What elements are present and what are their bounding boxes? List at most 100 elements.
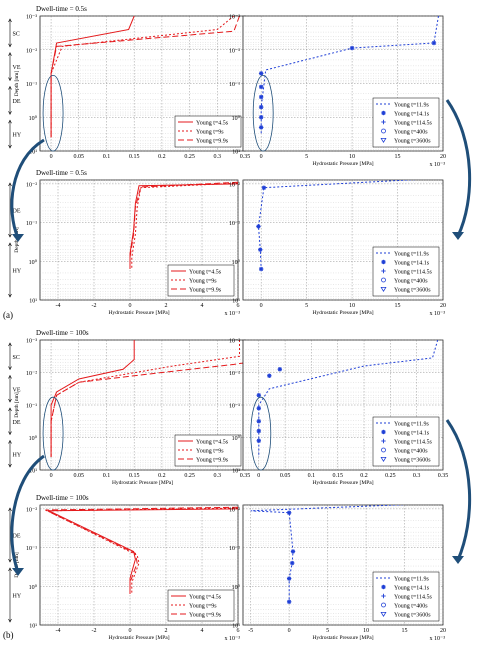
- zone-bracket-arrow-bottom: [8, 43, 12, 48]
- x-exponent: x 10⁻³: [225, 636, 241, 642]
- legend-marker-1-d2: [381, 111, 386, 115]
- series-layer: [50, 340, 245, 457]
- y-tick-label: 10¹: [232, 469, 240, 475]
- chart-title: Dwell-time = 0.5s: [36, 5, 87, 13]
- x-tick-label: -4: [56, 303, 61, 309]
- x-tick-label: 0.25: [184, 154, 195, 160]
- x-tick-label: 20: [440, 303, 446, 309]
- data-point-1-0-d2: [267, 373, 272, 378]
- legend-label-1: Young t=14.1s: [394, 111, 430, 117]
- y-tick-label: 10⁰: [29, 259, 38, 266]
- x-tick-label: 5: [326, 628, 329, 634]
- data-point-1-5-d2: [259, 105, 264, 110]
- chart-b-bottom-left: 10⁻² 10⁻¹ 10⁰ 10¹ -4 -2 0 2 4 6 Dwell-time = 100s H…: [8, 494, 241, 642]
- zone-label-de: DE: [13, 209, 21, 215]
- data-point-1-2: [256, 393, 261, 398]
- zone-bracket-arrow-top: [8, 407, 12, 412]
- series-layer: [50, 16, 240, 138]
- zone-bracket-arrow-top: [8, 182, 12, 187]
- arrow-a-left: [10, 138, 45, 239]
- series-layer: [250, 505, 409, 604]
- legend-marker-2: [381, 119, 386, 125]
- data-point-1-6: [256, 438, 261, 443]
- data-point-1-3: [258, 84, 264, 90]
- data-point-1-4-d2: [287, 599, 292, 604]
- x-tick-label: 0.35: [438, 473, 449, 479]
- legend-box: [372, 416, 440, 467]
- zone-label-hy: HY: [13, 452, 22, 458]
- x-tick-label: 0.05: [280, 473, 291, 479]
- x-tick-label: 0: [260, 154, 263, 160]
- data-point-1-5: [256, 428, 261, 434]
- legend-label-0: Young t=4.5s: [189, 594, 222, 600]
- x-exponent: x 10⁻³: [430, 162, 446, 168]
- legend-label-1: Young t=9s: [196, 129, 224, 135]
- chart-a-bottom-right: 10⁻² 10⁻¹ 10⁰ 10¹ 0 5 10 15 20 Hydrostatic Pressu…: [229, 179, 446, 317]
- data-point-1-1: [256, 224, 261, 229]
- series-line-1: [131, 182, 238, 269]
- data-point-1-4-d2: [259, 95, 264, 99]
- data-point-1-4: [286, 599, 292, 604]
- zone-bracket-arrow-top: [8, 342, 12, 347]
- data-point-1-1-d2: [431, 41, 436, 45]
- x-tick-label: 0.25: [385, 473, 396, 479]
- legend-label-0: Young t=11.9s: [394, 251, 430, 257]
- chart-a-bottom-left: 10⁻² 10⁻¹ 10⁰ 10¹ -4 -2 0 2 4 6 Dwell-time = 0.5s H…: [8, 169, 240, 317]
- highlight-ellipse: [42, 396, 64, 471]
- x-axis-label: Hydrostatic Pressure [MPa]: [108, 635, 169, 641]
- x-tick-label: 0.15: [129, 154, 140, 160]
- legend-label-2: Young t=114.5s: [394, 594, 433, 600]
- data-point-1-1-d2: [256, 224, 261, 229]
- zone-bracket-arrow-bottom: [8, 144, 12, 149]
- data-point-1-6-d2: [259, 115, 264, 120]
- x-exponent: x 10⁻³: [430, 311, 446, 317]
- data-point-1-5: [258, 104, 264, 110]
- data-point-1-0-d2: [287, 510, 292, 515]
- x-tick-label: 0.05: [74, 473, 85, 479]
- x-tick-label: 2: [165, 628, 168, 634]
- legend: Young t=4.5s Young t=9s Young t=9.9s: [167, 589, 235, 622]
- y-tick-label: 10⁰: [232, 435, 241, 442]
- legend: Young t=4.5s Young t=9s Young t=9.9s: [174, 434, 242, 467]
- x-tick-label: 0.1: [103, 473, 111, 479]
- series-line-1: [50, 16, 235, 138]
- data-point-1-2-d2: [256, 393, 261, 398]
- legend: Young t=11.9s Young t=14.1s Young t=114.5s…: [372, 571, 440, 622]
- x-tick-label: 0: [260, 303, 263, 309]
- data-point-1-3-d2: [256, 406, 261, 411]
- zone-bracket-arrow-top: [8, 374, 12, 379]
- x-tick-label: 2: [165, 303, 168, 309]
- y-tick-label: 10¹: [29, 624, 37, 630]
- data-point-1-5-d2: [256, 429, 261, 433]
- y-tick-label: 10⁰: [29, 584, 38, 591]
- legend: Young t=11.9s Young t=14.1s Young t=114.5s…: [372, 246, 440, 297]
- legend-marker-1-d2: [381, 260, 386, 264]
- data-point-1-1: [290, 549, 296, 554]
- data-point-1-2: [258, 71, 264, 76]
- chart-b-top-left: 10⁻³ 10⁻² 10⁻¹ 10⁰ 10¹ 0 0.05 0.1 0.15 0.2 0.25 0.3…: [8, 329, 250, 486]
- legend: Young t=4.5s Young t=9s Young t=9.9s: [174, 115, 242, 148]
- arrow-b-right: [445, 419, 472, 561]
- data-point-1-0-d2: [261, 185, 266, 190]
- data-point-1-1-d2: [291, 549, 295, 554]
- data-point-1-3-d2: [287, 576, 292, 581]
- series-line-1: [46, 507, 238, 594]
- zone-bracket-arrow-top: [8, 119, 12, 124]
- highlight-ellipse: [250, 396, 272, 471]
- x-tick-label: 0.1: [308, 473, 316, 479]
- data-point-1-2: [290, 560, 295, 566]
- legend-box: [372, 571, 440, 622]
- x-tick-label: 0.05: [74, 154, 85, 160]
- zone-label-ve: VE: [13, 65, 21, 71]
- chart-b-top-right: 10⁻³ 10⁻² 10⁻¹ 10⁰ 10¹ 0 0.05 0.1 0.15 0.2 0.25 0.3…: [229, 339, 448, 487]
- legend-label-2: Young t=9.9s: [189, 612, 222, 618]
- series-layer: [256, 180, 417, 272]
- data-point-1-3: [286, 576, 292, 581]
- x-tick-label: 0.35: [240, 154, 251, 160]
- legend: Young t=11.9s Young t=14.1s Young t=114.5s…: [372, 97, 440, 148]
- legend-marker-2: [381, 438, 386, 444]
- legend-label-4: Young t=3600s: [394, 287, 431, 293]
- x-tick-label: 6: [237, 303, 240, 309]
- y-tick-label: 10⁻¹: [229, 404, 240, 410]
